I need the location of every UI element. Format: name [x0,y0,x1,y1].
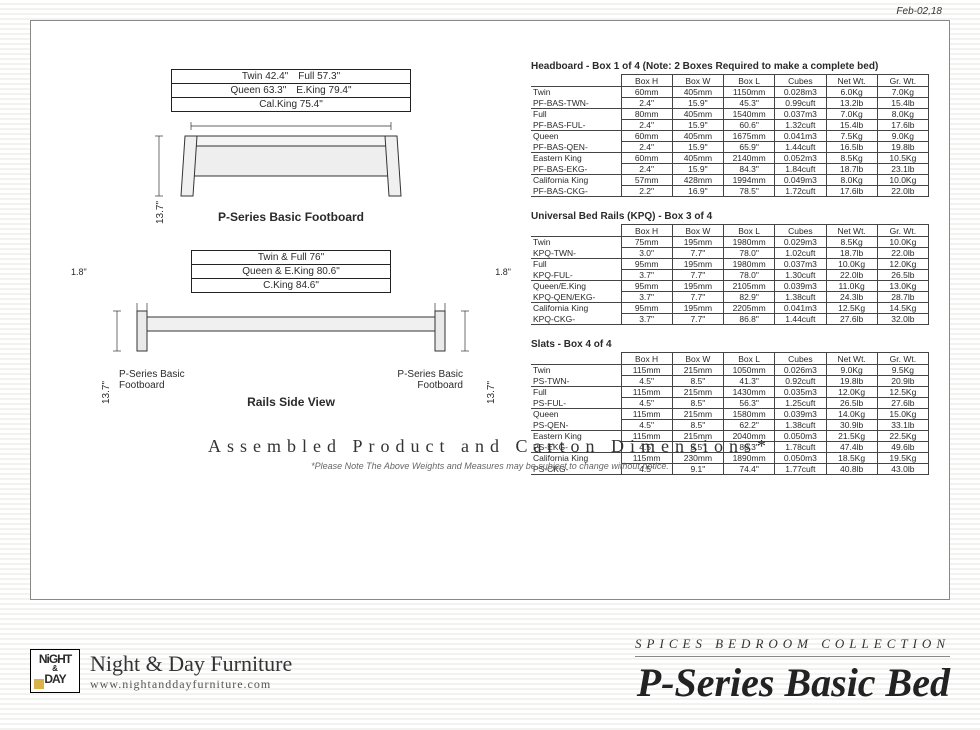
rails-dim-box: Twin & Full 76"Queen & E.King 80.6"C.Kin… [191,250,391,293]
brand-url: www.nightanddayfurniture.com [90,677,292,692]
banner-title: Assembled Product and Carton Dimensions* [31,436,949,457]
table-rails: Box HBox WBox LCubesNet Wt.Gr. Wt.Twin75… [531,224,929,325]
rails-foot-left: P-Series Basic Footboard [119,369,185,391]
rails-drawing [101,297,481,367]
rails-height-right: 13.7" [486,381,497,404]
page-footer: NiGHT&DAY Night & Day Furniture www.nigh… [30,616,950,726]
footboard-caption: P-Series Basic Footboard [71,210,511,224]
rails-foot-right: P-Series Basic Footboard [397,369,463,391]
rails-caption: Rails Side View [71,395,511,409]
rails-height-left: 13.7" [101,381,112,404]
table-headboard: Box HBox WBox LCubesNet Wt.Gr. Wt.Twin60… [531,74,929,197]
diagram-area: Twin 42.4"Full 57.3"Queen 63.3"E.King 79… [71,69,511,409]
spec-sheet: Twin 42.4"Full 57.3"Queen 63.3"E.King 79… [30,20,950,600]
spec-tables: Headboard - Box 1 of 4 (Note: 2 Boxes Re… [531,55,929,475]
footboard-drawing [141,116,441,206]
brand-name: Night & Day Furniture [90,651,292,677]
table-rails-title: Universal Bed Rails (KPQ) - Box 3 of 4 [531,211,929,222]
rail-end-left: 1.8" [71,267,87,277]
product-name: P-Series Basic Bed [635,659,950,706]
banner-sub: *Please Note The Above Weights and Measu… [31,461,949,471]
footboard-height-label: 13.7" [155,201,166,224]
table-headboard-title: Headboard - Box 1 of 4 (Note: 2 Boxes Re… [531,61,929,72]
rail-end-right: 1.8" [495,267,511,277]
brand-logo: NiGHT&DAY [30,649,80,693]
collection-name: SPICES BEDROOM COLLECTION [635,636,950,657]
brand-block: NiGHT&DAY Night & Day Furniture www.nigh… [30,649,292,693]
table-slats-title: Slats - Box 4 of 4 [531,339,929,350]
footboard-dim-box: Twin 42.4"Full 57.3"Queen 63.3"E.King 79… [171,69,411,112]
page-date: Feb-02,18 [896,6,942,17]
